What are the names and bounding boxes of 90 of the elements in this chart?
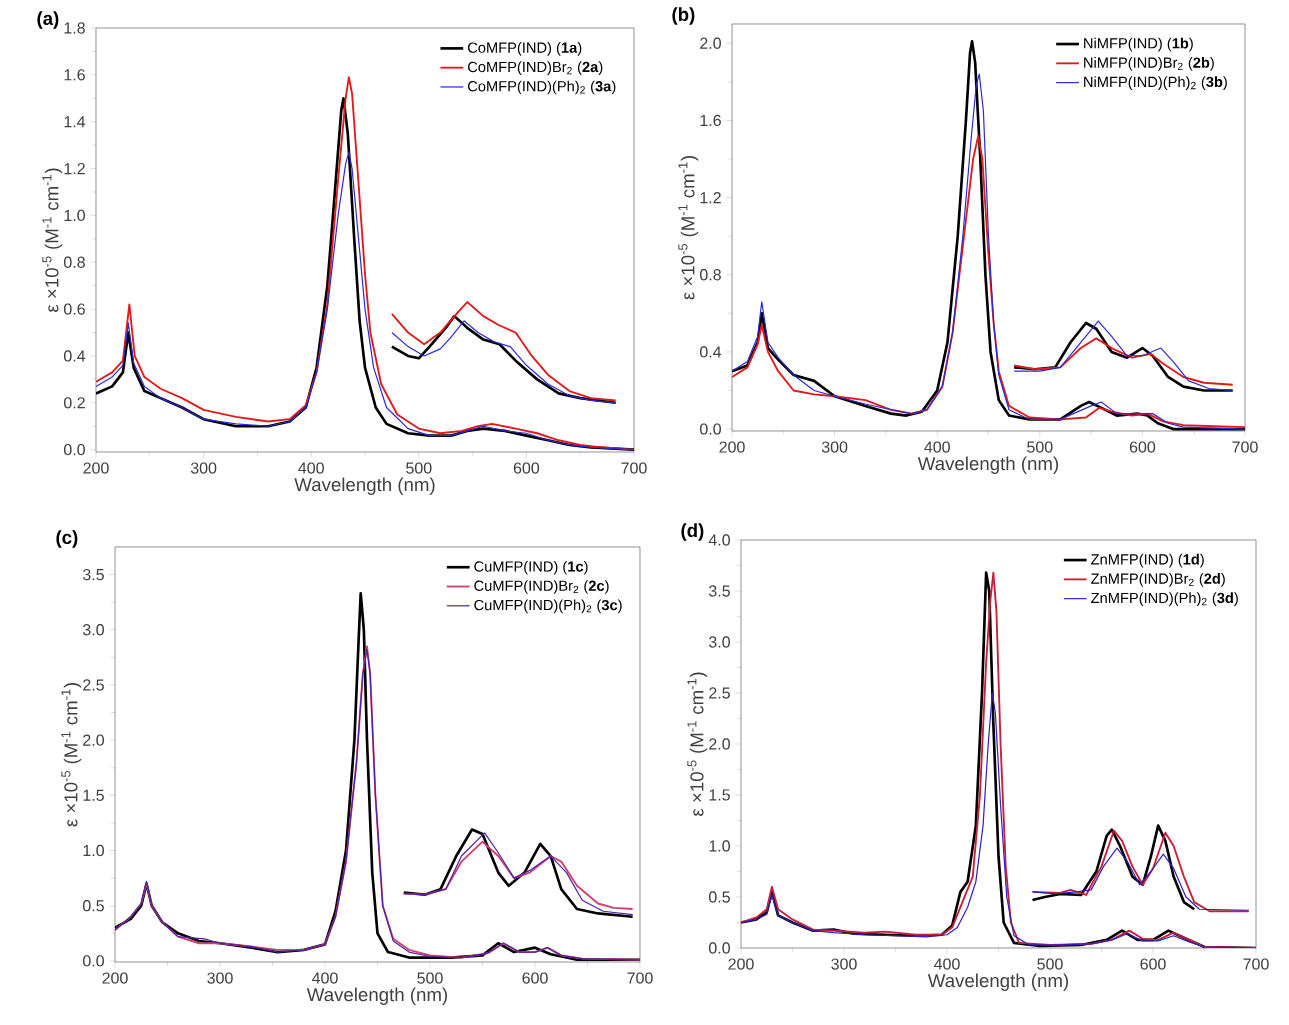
line-series — [1031, 824, 1196, 911]
y-tick-label: 3.5 — [82, 568, 104, 581]
y-tick-label: 1.5 — [83, 789, 104, 801]
line-series — [96, 151, 634, 451]
y-tick-label: 1.6 — [64, 69, 85, 81]
x-axis-title: Wavelength (nm) — [917, 456, 1059, 474]
y-tick-label: 1.2 — [700, 192, 721, 204]
y-tick-label: 1.2 — [64, 162, 85, 175]
y-tick-label: 0.4 — [699, 346, 722, 358]
y-tick-label: 0.0 — [82, 955, 104, 967]
chart-title: (b) — [672, 7, 695, 25]
y-tick-label: 1.0 — [709, 840, 730, 852]
y-tick-label: 0.5 — [82, 900, 104, 912]
y-tick-label: 1.5 — [709, 789, 730, 801]
line-series — [1031, 829, 1250, 913]
y-tick-label: 0.0 — [699, 423, 721, 435]
x-axis-title: Wavelength (nm) — [306, 987, 448, 1005]
x-tick-label: 600 — [1129, 441, 1156, 453]
y-tick-label: 2.0 — [83, 734, 104, 746]
x-tick-label: 700 — [621, 462, 647, 474]
legend-label: NiMFP(IND)(Ph)$_{2}$ (3b) — [1084, 76, 1227, 90]
y-tick-label: 3.0 — [82, 624, 104, 636]
x-tick-label: 200 — [102, 972, 128, 984]
y-tick-label: 1.0 — [83, 844, 104, 857]
y-tick-label: 2.5 — [709, 687, 730, 699]
y-tick-label: 0.6 — [63, 303, 85, 315]
x-tick-label: 500 — [417, 972, 443, 984]
x-tick-label: 200 — [728, 958, 754, 970]
y-tick-label: 1.0 — [64, 209, 85, 222]
x-tick-label: 500 — [406, 462, 432, 474]
y-tick-label: 2.0 — [709, 738, 730, 750]
x-tick-label: 400 — [312, 972, 338, 984]
y-tick-label: 0.8 — [699, 269, 721, 281]
x-axis-title: Wavelength (nm) — [294, 477, 435, 495]
legend-label: CoMFP(IND)(Ph)$_{2}$ (3a) — [467, 80, 616, 95]
line-series — [741, 692, 1257, 948]
y-tick-label: 0.0 — [708, 942, 730, 954]
chart-title: (c) — [56, 530, 78, 548]
x-tick-label: 200 — [83, 462, 109, 474]
y-tick-label: 0.8 — [63, 256, 85, 268]
y-tick-label: 3.5 — [708, 585, 730, 597]
x-tick-label: 500 — [1037, 958, 1063, 970]
line-series — [1013, 337, 1234, 386]
legend-label: CuMFP(IND)Br$_{2}$ (2c) — [474, 580, 609, 594]
x-tick-label: 400 — [924, 441, 950, 453]
x-tick-label: 500 — [1027, 441, 1053, 453]
x-tick-label: 300 — [207, 972, 233, 984]
legend-label: NiMFP(IND)Br$_{2}$ (2b) — [1084, 57, 1214, 71]
x-tick-label: 300 — [821, 441, 848, 453]
x-tick-label: 300 — [190, 462, 217, 474]
legend-label: ZnMFP(IND) (1d) — [1091, 553, 1204, 568]
y-tick-label: 0.0 — [63, 443, 85, 456]
x-tick-label: 600 — [1140, 958, 1166, 970]
x-tick-label: 400 — [298, 462, 324, 474]
legend-label: NiMFP(IND) (1b) — [1084, 37, 1193, 52]
x-tick-label: 400 — [934, 958, 960, 970]
x-tick-label: 300 — [831, 958, 857, 970]
legend-label: CoMFP(IND)Br$_{2}$ (2a) — [467, 61, 603, 76]
y-tick-label: 1.6 — [700, 114, 721, 127]
legend-label: CuMFP(IND) (1c) — [474, 560, 588, 575]
y-tick-label: 4.0 — [708, 534, 730, 546]
y-tick-label: 0.5 — [708, 891, 730, 903]
x-tick-label: 700 — [627, 972, 653, 984]
line-series — [732, 134, 1245, 429]
y-tick-label: 2.5 — [83, 679, 104, 691]
y-tick-label: 0.4 — [63, 350, 86, 362]
y-axis-title: ε ×10$^{-5}$ (M$^{-1}$ cm$^{-1}$) — [61, 683, 82, 827]
y-tick-label: 1.8 — [64, 22, 85, 34]
y-tick-label: 1.4 — [64, 116, 86, 128]
y-tick-label: 3.0 — [708, 636, 730, 648]
legend-label: ZnMFP(IND)Br$_{2}$ (2d) — [1091, 573, 1225, 587]
y-axis-title: ε ×10$^{-5}$ (M$^{-1}$ cm$^{-1}$) — [678, 156, 699, 300]
y-tick-label: 2.0 — [700, 37, 721, 49]
x-tick-label: 700 — [1232, 441, 1258, 453]
x-tick-label: 700 — [1243, 958, 1269, 970]
x-axis-title: Wavelength (nm) — [927, 973, 1069, 991]
chart-title: (d) — [681, 523, 704, 541]
line-series — [390, 301, 617, 402]
x-tick-label: 600 — [522, 972, 548, 984]
line-series — [402, 840, 634, 910]
chart-title: (a) — [37, 11, 59, 29]
line-series — [1031, 847, 1250, 911]
x-tick-label: 600 — [513, 462, 540, 474]
y-tick-label: 0.2 — [63, 397, 85, 409]
x-tick-label: 200 — [719, 441, 745, 453]
y-axis-title: ε ×10$^{-5}$ (M$^{-1}$ cm$^{-1}$) — [687, 672, 708, 816]
y-axis-title: ε ×10$^{-5}$ (M$^{-1}$ cm$^{-1}$) — [42, 168, 63, 312]
legend-label: CoMFP(IND) (1a) — [467, 42, 582, 56]
legend-label: ZnMFP(IND)(Ph)$_{2}$ (3d) — [1091, 592, 1238, 607]
legend-label: CuMFP(IND)(Ph)$_{2}$ (3c) — [474, 599, 622, 614]
